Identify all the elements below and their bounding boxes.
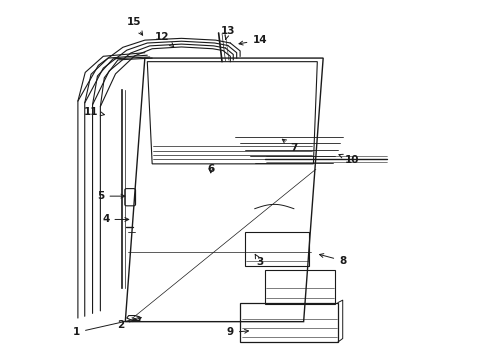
Text: 13: 13 — [220, 26, 235, 39]
Text: 12: 12 — [155, 32, 173, 46]
Bar — [240, 303, 338, 342]
Text: 1: 1 — [73, 318, 136, 337]
Text: 15: 15 — [126, 17, 143, 35]
Text: 5: 5 — [97, 191, 125, 201]
Text: 11: 11 — [84, 107, 104, 117]
Text: 2: 2 — [117, 317, 141, 330]
Text: 3: 3 — [255, 254, 263, 267]
Text: 6: 6 — [207, 164, 215, 174]
Text: 10: 10 — [339, 154, 360, 165]
Text: 4: 4 — [102, 215, 129, 224]
Text: 14: 14 — [239, 35, 267, 45]
Bar — [265, 270, 335, 304]
Text: 7: 7 — [282, 139, 297, 153]
Bar — [245, 232, 309, 266]
Text: 9: 9 — [227, 327, 248, 337]
Text: 8: 8 — [319, 254, 346, 266]
